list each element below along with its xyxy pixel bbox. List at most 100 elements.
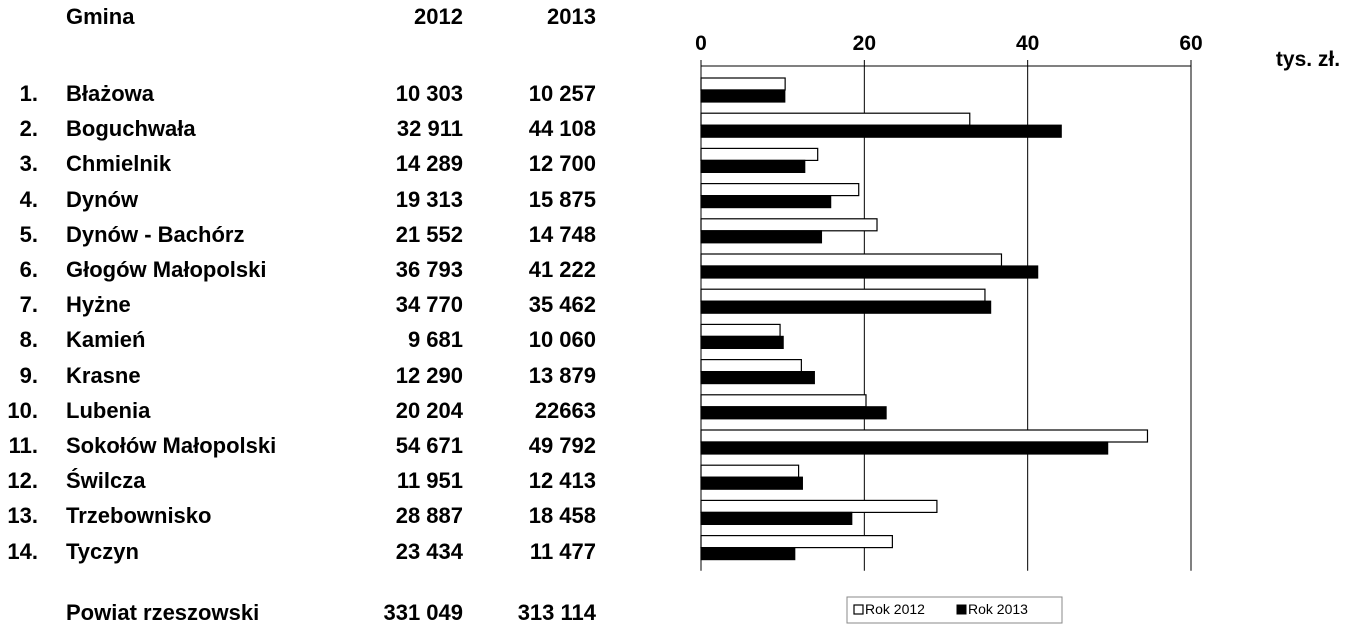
row-number: 4.	[19, 187, 38, 212]
bar-2013	[700, 300, 992, 314]
row-name: Chmielnik	[66, 151, 172, 176]
bar-2012	[700, 77, 786, 91]
row-number: 1.	[19, 81, 38, 106]
bar-2013	[700, 265, 1039, 279]
bar-2012	[700, 147, 819, 161]
row-name: Tyczyn	[66, 539, 139, 564]
x-axis-label: tys. zł.	[1276, 48, 1340, 71]
row-value-2012: 32 911	[396, 116, 463, 141]
row-number: 10.	[7, 398, 38, 423]
row-number: 6.	[19, 257, 38, 282]
row-value-2012: 21 552	[395, 222, 463, 247]
bar-2012	[700, 218, 878, 232]
row-number: 14.	[7, 539, 38, 564]
bar-2012	[700, 288, 986, 302]
row-name: Głogów Małopolski	[66, 257, 267, 282]
bar-2013	[700, 335, 784, 349]
header-2013: 2013	[547, 4, 596, 29]
row-name: Boguchwała	[66, 116, 196, 141]
bar-2012	[700, 394, 867, 408]
bar-2012	[700, 359, 802, 373]
row-value-2013: 18 458	[528, 503, 596, 528]
x-tick-label: 40	[1016, 32, 1039, 55]
bar-2013	[700, 476, 803, 490]
header-2012: 2012	[414, 4, 463, 29]
row-name: Trzebownisko	[66, 503, 212, 528]
row-value-2012: 54 671	[395, 433, 463, 458]
bar-2012	[700, 253, 1003, 267]
row-value-2012: 28 887	[395, 503, 463, 528]
row-value-2012: 34 770	[395, 292, 463, 317]
row-value-2013: 12 700	[528, 151, 596, 176]
row-number: 11.	[8, 433, 38, 458]
bar-2013	[700, 159, 806, 173]
row-name: Sokołów Małopolski	[66, 433, 277, 458]
row-value-2012: 23 434	[395, 539, 463, 564]
row-name: Dynów - Bachórz	[66, 222, 245, 247]
row-value-2013: 12 413	[528, 468, 596, 493]
legend-label-2012: Rok 2012	[865, 601, 925, 617]
row-number: 8.	[19, 327, 38, 352]
row-value-2013: 11 477	[529, 539, 596, 564]
bar-2013	[700, 124, 1062, 138]
row-name: Lubenia	[66, 398, 151, 423]
bar-chart: 0 20 40 60 tys. zł. Rok 2012 Rok 2013	[695, 32, 1340, 624]
row-name: Świlcza	[66, 468, 146, 493]
bar-2012	[700, 323, 781, 337]
row-number: 9.	[19, 363, 38, 388]
row-value-2013: 14 748	[528, 222, 596, 247]
row-name: Dynów	[66, 187, 139, 212]
row-value-2012: 10 303	[395, 81, 463, 106]
row-value-2013: 15 875	[528, 187, 596, 212]
row-name: Hyżne	[66, 292, 131, 317]
row-value-2012: 12 290	[395, 363, 463, 388]
row-value-2013: 35 462	[528, 292, 596, 317]
row-number: 5.	[19, 222, 38, 247]
x-tick-label: 20	[853, 32, 876, 55]
x-tick-label: 0	[695, 32, 707, 55]
row-name: Krasne	[66, 363, 141, 388]
total-2012: 331 049	[383, 600, 463, 625]
legend-swatch-2012	[853, 604, 864, 615]
row-value-2012: 14 289	[395, 151, 463, 176]
row-value-2012: 11 951	[396, 468, 463, 493]
row-value-2013: 13 879	[528, 363, 596, 388]
header-gmina: Gmina	[66, 4, 135, 29]
bar-2013	[700, 195, 832, 209]
legend-box	[846, 596, 1063, 624]
bar-2013	[700, 89, 786, 103]
total-name: Powiat rzeszowski	[66, 600, 260, 625]
row-number: 13.	[7, 503, 38, 528]
bar-2012	[700, 112, 971, 126]
total-2013: 313 114	[517, 600, 596, 625]
legend-label-2013: Rok 2013	[968, 601, 1028, 617]
row-value-2013: 41 222	[528, 257, 596, 282]
row-value-2013: 10 060	[528, 327, 596, 352]
row-number: 7.	[19, 292, 38, 317]
bar-2013	[700, 546, 796, 561]
row-value-2013: 10 257	[528, 81, 596, 106]
bar-2012	[700, 464, 800, 478]
row-value-2012: 9 681	[407, 327, 463, 352]
row-value-2013: 44 108	[528, 116, 596, 141]
bar-2013	[700, 406, 887, 420]
row-name: Kamień	[66, 327, 146, 352]
bar-2013	[700, 371, 815, 385]
x-tick-label: 60	[1179, 32, 1202, 55]
bar-2013	[700, 441, 1109, 455]
row-number: 3.	[19, 151, 38, 176]
row-value-2013: 22663	[534, 398, 596, 423]
bar-2012	[700, 499, 938, 513]
row-name: Błażowa	[66, 81, 155, 106]
row-value-2012: 36 793	[395, 257, 463, 282]
legend-swatch-2013	[956, 604, 967, 615]
bar-2012	[700, 429, 1149, 443]
row-value-2012: 20 204	[395, 398, 463, 423]
row-value-2013: 49 792	[528, 433, 596, 458]
row-number: 2.	[19, 116, 38, 141]
row-value-2012: 19 313	[395, 187, 463, 212]
data-table: Gmina 2012 2013 1. Błażowa 10 303 10 257 2. B…	[0, 0, 640, 635]
bar-2012	[700, 534, 893, 549]
row-number: 12.	[7, 468, 38, 493]
bar-2012	[700, 183, 860, 197]
